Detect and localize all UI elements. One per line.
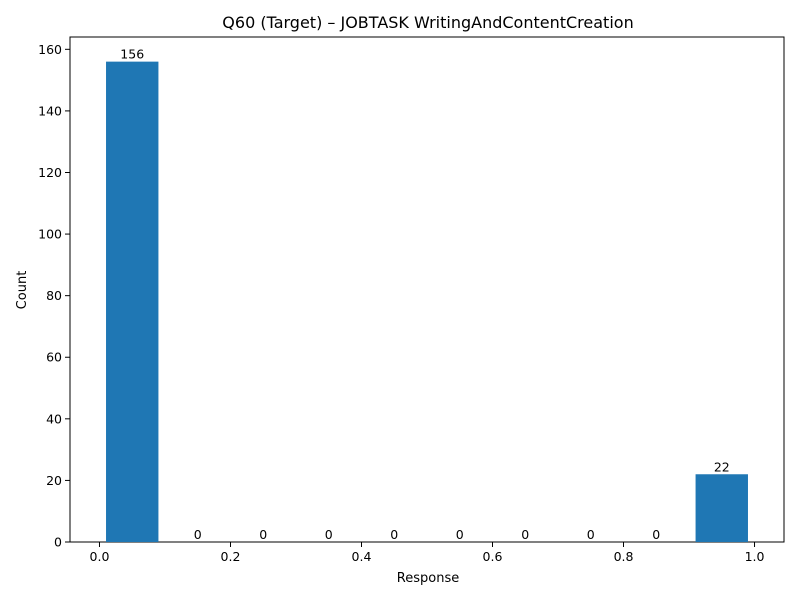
bar-value-label-7: 0 [587,527,595,542]
x-tick-label-1: 0.2 [221,549,241,564]
bar-value-label-2: 0 [259,527,267,542]
x-axis: 0.0 0.2 0.4 0.6 0.8 1.0 [90,542,765,564]
bar-value-label-5: 0 [456,527,464,542]
bar-9 [695,474,748,542]
x-tick-label-2: 0.4 [352,549,372,564]
bar-value-label-6: 0 [521,527,529,542]
y-tick-label-4: 80 [46,288,62,303]
y-axis-label: Count [15,271,30,310]
y-tick-label-5: 100 [38,227,62,242]
x-axis-label: Response [397,571,459,586]
y-tick-label-1: 20 [46,473,62,488]
plot-frame [69,36,785,543]
bar-value-label-8: 0 [652,527,660,542]
y-tick-label-0: 0 [54,535,62,550]
plot-area [69,36,785,543]
y-tick-label-6: 120 [38,165,62,180]
x-tick-label-5: 1.0 [745,549,765,564]
bar-value-label-4: 0 [390,527,398,542]
bar-value-label-9: 22 [714,459,730,474]
bar-labels: 156 0 0 0 0 0 0 0 0 22 [120,47,729,542]
chart-title: Q60 (Target) – JOBTASK WritingAndContent… [222,13,633,32]
y-tick-label-7: 140 [38,103,62,118]
bar-0 [106,61,159,542]
x-tick-label-3: 0.6 [483,549,503,564]
x-tick-label-4: 0.8 [614,549,634,564]
x-tick-label-0: 0.0 [90,549,110,564]
y-axis: 0 20 40 60 80 100 120 140 160 [38,42,70,550]
y-tick-label-2: 40 [46,411,62,426]
y-tick-label-8: 160 [38,42,62,57]
bar-value-label-3: 0 [325,527,333,542]
bar-value-label-1: 0 [194,527,202,542]
y-tick-label-3: 60 [46,350,62,365]
bars [106,61,748,542]
bar-value-label-0: 156 [120,47,144,62]
